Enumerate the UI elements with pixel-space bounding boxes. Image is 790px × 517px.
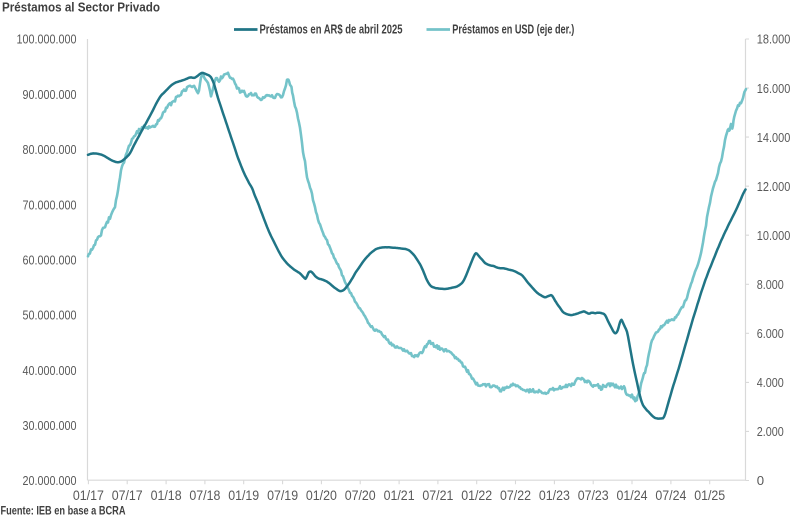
svg-text:40.000.000: 40.000.000 — [23, 363, 77, 378]
svg-text:70.000.000: 70.000.000 — [23, 197, 77, 212]
svg-text:Préstamos en AR$ de abril 2025: Préstamos en AR$ de abril 2025 — [260, 22, 403, 37]
svg-text:6.000: 6.000 — [757, 326, 784, 341]
svg-text:01/19: 01/19 — [228, 488, 259, 503]
svg-text:90.000.000: 90.000.000 — [23, 87, 77, 102]
svg-text:30.000.000: 30.000.000 — [23, 418, 77, 433]
svg-text:Fuente: IEB en base a BCRA: Fuente: IEB en base a BCRA — [1, 504, 126, 517]
svg-text:07/19: 07/19 — [267, 488, 298, 503]
svg-text:80.000.000: 80.000.000 — [23, 142, 77, 157]
svg-text:50.000.000: 50.000.000 — [23, 308, 77, 323]
svg-text:01/25: 01/25 — [694, 488, 725, 503]
svg-text:01/23: 01/23 — [539, 488, 570, 503]
svg-text:07/24: 07/24 — [655, 488, 686, 503]
svg-text:2.000: 2.000 — [757, 424, 784, 439]
svg-text:01/17: 01/17 — [73, 488, 104, 503]
svg-text:4.000: 4.000 — [757, 375, 784, 390]
svg-text:07/18: 07/18 — [189, 488, 220, 503]
svg-text:8.000: 8.000 — [757, 277, 784, 292]
svg-text:0: 0 — [757, 473, 764, 488]
svg-text:01/24: 01/24 — [617, 488, 648, 503]
svg-text:01/18: 01/18 — [151, 488, 182, 503]
svg-text:Préstamos en USD (eje der.): Préstamos en USD (eje der.) — [452, 22, 574, 37]
svg-text:07/20: 07/20 — [345, 488, 376, 503]
svg-text:20.000.000: 20.000.000 — [23, 473, 77, 488]
svg-text:Préstamos al Sector Privado: Préstamos al Sector Privado — [2, 0, 160, 15]
svg-text:01/21: 01/21 — [384, 488, 415, 503]
svg-text:12.000: 12.000 — [757, 179, 790, 194]
svg-text:18.000: 18.000 — [757, 32, 790, 47]
svg-text:07/17: 07/17 — [112, 488, 143, 503]
svg-text:10.000: 10.000 — [757, 228, 790, 243]
svg-text:07/23: 07/23 — [578, 488, 609, 503]
svg-text:16.000: 16.000 — [757, 81, 790, 96]
svg-text:14.000: 14.000 — [757, 130, 790, 145]
svg-text:60.000.000: 60.000.000 — [23, 252, 77, 267]
svg-text:01/22: 01/22 — [461, 488, 492, 503]
svg-text:07/21: 07/21 — [422, 488, 453, 503]
svg-text:01/20: 01/20 — [306, 488, 337, 503]
svg-text:100.000.000: 100.000.000 — [17, 32, 77, 47]
svg-text:07/22: 07/22 — [500, 488, 531, 503]
